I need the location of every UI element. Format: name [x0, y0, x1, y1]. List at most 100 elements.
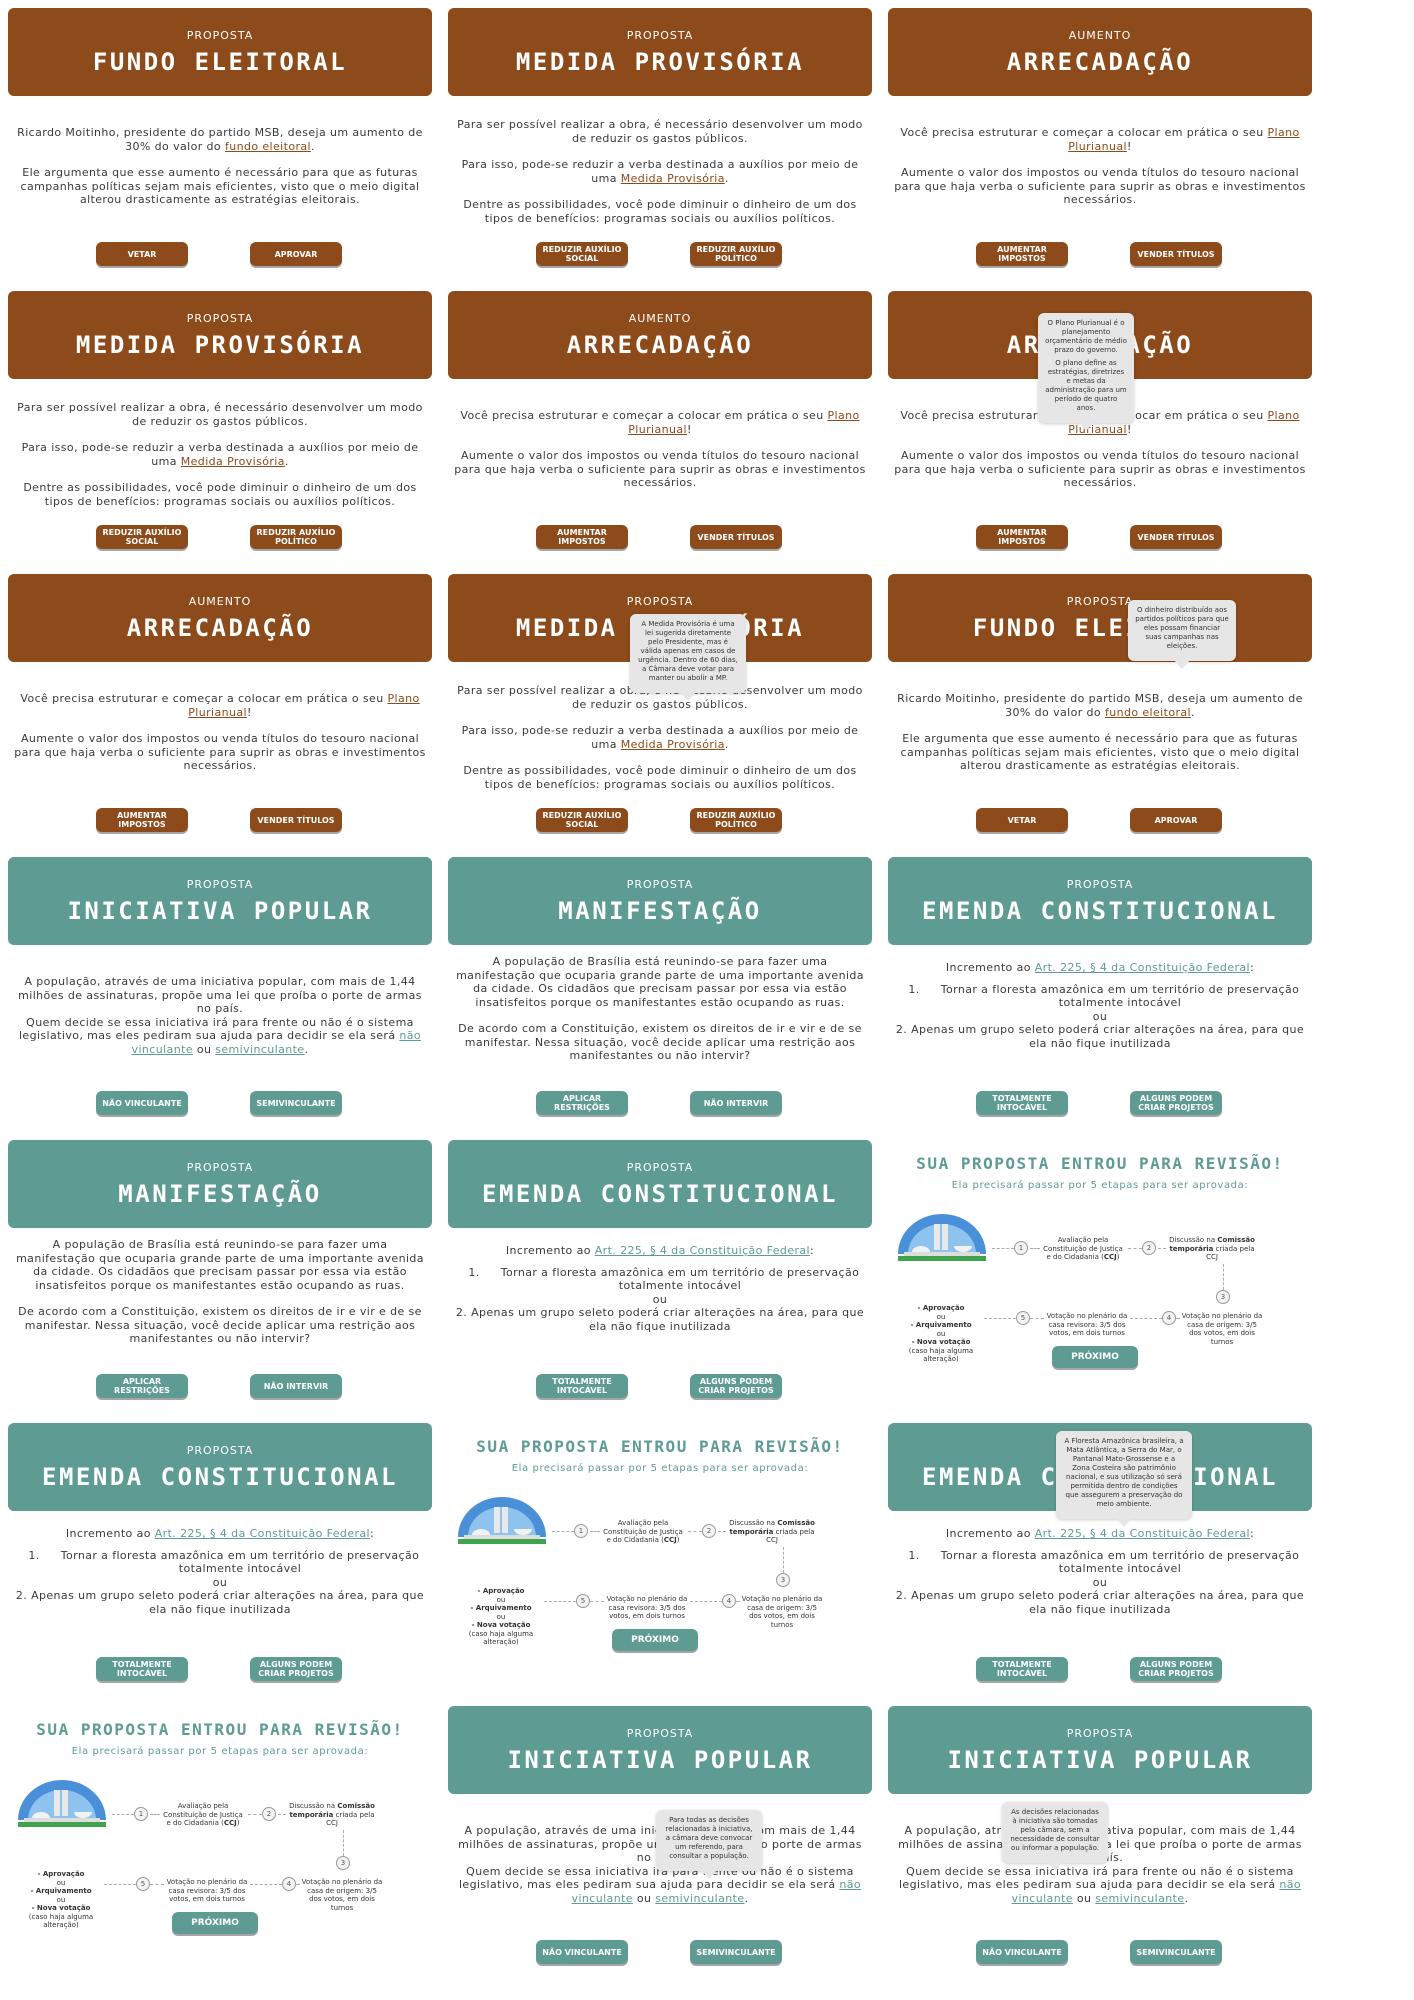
semivinculante-button[interactable]: SEMIVINCULANTE — [250, 1091, 342, 1115]
card-medida-provisoria: PROPOSTA MEDIDA PROVISÓRIA Para ser poss… — [440, 0, 880, 283]
link-semivinculante[interactable]: semivinculante — [215, 1042, 305, 1056]
link-medida-provisoria[interactable]: Medida Provisória — [620, 737, 725, 751]
art-225-tooltip: A Floresta Amazônica brasileira, a Mata … — [1056, 1431, 1192, 1527]
step-5-outcomes: - Aprovação ou - Arquivamento ou - Nova vota… — [28, 1870, 94, 1929]
reduzir-auxilio-politico-button[interactable]: REDUZIR AUXÍLIO POLÍTICO — [250, 525, 342, 549]
header-kicker: PROPOSTA — [626, 29, 694, 42]
card-header: AUMENTO ARRECADAÇÃO — [888, 8, 1312, 96]
screens-grid: PROPOSTA FUNDO ELEITORAL Ricardo Moitinh… — [0, 0, 1320, 1981]
vetar-button[interactable]: VETAR — [96, 242, 188, 266]
aplicar-restricoes-button[interactable]: APLICAR RESTRIÇÕES — [96, 1374, 188, 1398]
link-medida-provisoria[interactable]: Medida Provisória — [620, 171, 725, 185]
paragraph: De acordo com a Constituição, existem os… — [458, 1022, 862, 1062]
step-1-marker: 1 — [574, 1524, 588, 1538]
paragraph: Incremento ao Art. 225, § 4 da Constitui… — [945, 1527, 1255, 1540]
link-plano-plurianual[interactable]: Plano Plurianual — [1068, 126, 1300, 153]
step-5-marker: 5 — [136, 1877, 150, 1891]
proximo-button[interactable]: PRÓXIMO — [1052, 1346, 1138, 1368]
link-art-225[interactable]: Art. 225, § 4 da Constituição Federal — [154, 1527, 371, 1540]
proximo-button[interactable]: PRÓXIMO — [172, 1912, 258, 1934]
paragraph: Você precisa estruturar e começar a colo… — [20, 692, 420, 719]
link-fundo-eleitoral[interactable]: fundo eleitoral — [224, 139, 311, 153]
vender-titulos-button[interactable]: VENDER TÍTULOS — [1130, 242, 1222, 266]
header-kicker: AUMENTO — [628, 312, 692, 325]
nao-intervir-button[interactable]: NÃO INTERVIR — [690, 1091, 782, 1115]
alguns-podem-criar-projetos-button[interactable]: ALGUNS PODEM CRIAR PROJETOS — [1130, 1657, 1222, 1681]
card-header: PROPOSTA MEDIDA PROVISÓRIA — [8, 291, 432, 379]
aumentar-impostos-button[interactable]: AUMENTAR IMPOSTOS — [976, 525, 1068, 549]
vender-titulos-button[interactable]: VENDER TÍTULOS — [1130, 525, 1222, 549]
totalmente-intocavel-button[interactable]: TOTALMENTE INTOCÁVEL — [976, 1657, 1068, 1681]
link-nao-vinculante[interactable]: não vinculante — [1011, 1878, 1302, 1905]
reduzir-auxilio-politico-button[interactable]: REDUZIR AUXÍLIO POLÍTICO — [690, 242, 782, 266]
card-manifestacao: PROPOSTA MANIFESTAÇÃO A população de Bra… — [0, 1132, 440, 1415]
aplicar-restricoes-button[interactable]: APLICAR RESTRIÇÕES — [536, 1091, 628, 1115]
card-body: Para ser possível realizar a obra, é nec… — [454, 684, 866, 804]
header-title: ARRECADAÇÃO — [126, 614, 314, 642]
card-header: PROPOSTA FUNDO ELEITORAL — [8, 8, 432, 96]
aumentar-impostos-button[interactable]: AUMENTAR IMPOSTOS — [96, 808, 188, 832]
paragraph: Ele argumenta que esse aumento é necessá… — [20, 166, 420, 206]
paragraph: Dentre as possibilidades, você pode dimi… — [463, 198, 857, 225]
reduzir-auxilio-social-button[interactable]: REDUZIR AUXÍLIO SOCIAL — [536, 242, 628, 266]
vender-titulos-button[interactable]: VENDER TÍTULOS — [690, 525, 782, 549]
link-fundo-eleitoral[interactable]: fundo eleitoral — [1104, 705, 1191, 719]
header-kicker: PROPOSTA — [1066, 1727, 1134, 1740]
card-revisao: SUA PROPOSTA ENTROU PARA REVISÃO! Ela pr… — [880, 1132, 1320, 1415]
header-title: INICIATIVA POPULAR — [507, 1746, 813, 1774]
link-semivinculante[interactable]: semivinculante — [655, 1891, 745, 1905]
header-kicker: PROPOSTA — [186, 1444, 254, 1457]
aprovar-button[interactable]: APROVAR — [250, 242, 342, 266]
aumentar-impostos-button[interactable]: AUMENTAR IMPOSTOS — [976, 242, 1068, 266]
link-plano-plurianual[interactable]: Plano Plurianual — [628, 409, 860, 436]
semivinculante-button[interactable]: SEMIVINCULANTE — [690, 1940, 782, 1964]
step-5-marker: 5 — [576, 1594, 590, 1608]
card-body: Ricardo Moitinho, presidente do partido … — [14, 126, 426, 220]
aumentar-impostos-button[interactable]: AUMENTAR IMPOSTOS — [536, 525, 628, 549]
link-semivinculante[interactable]: semivinculante — [1095, 1891, 1185, 1905]
header-kicker: PROPOSTA — [186, 1161, 254, 1174]
link-medida-provisoria[interactable]: Medida Provisória — [180, 454, 285, 468]
step-2-marker: 2 — [262, 1807, 276, 1821]
paragraph: Para ser possível realizar a obra, é nec… — [17, 401, 423, 428]
link-art-225[interactable]: Art. 225, § 4 da Constituição Federal — [594, 1244, 811, 1257]
link-art-225[interactable]: Art. 225, § 4 da Constituição Federal — [1034, 1527, 1251, 1540]
reduzir-auxilio-politico-button[interactable]: REDUZIR AUXÍLIO POLÍTICO — [690, 808, 782, 832]
paragraph: De acordo com a Constituição, existem os… — [18, 1305, 422, 1345]
totalmente-intocavel-button[interactable]: TOTALMENTE INTOCÁVEL — [96, 1657, 188, 1681]
alguns-podem-criar-projetos-button[interactable]: ALGUNS PODEM CRIAR PROJETOS — [250, 1657, 342, 1681]
proximo-button[interactable]: PRÓXIMO — [612, 1629, 698, 1651]
paragraph: Incremento ao Art. 225, § 4 da Constitui… — [505, 1244, 815, 1257]
vetar-button[interactable]: VETAR — [976, 808, 1068, 832]
header-title: MEDIDA PROVISÓRIA — [515, 48, 805, 76]
paragraph: A população de Brasília está reunindo-se… — [456, 955, 864, 1009]
alguns-podem-criar-projetos-button[interactable]: ALGUNS PODEM CRIAR PROJETOS — [1130, 1091, 1222, 1115]
paragraph: Aumente o valor dos impostos ou venda tí… — [894, 166, 1306, 206]
nao-vinculante-button[interactable]: NÃO VINCULANTE — [976, 1940, 1068, 1964]
nao-vinculante-button[interactable]: NÃO VINCULANTE — [96, 1091, 188, 1115]
totalmente-intocavel-button[interactable]: TOTALMENTE INTOCÁVEL — [976, 1091, 1068, 1115]
reduzir-auxilio-social-button[interactable]: REDUZIR AUXÍLIO SOCIAL — [96, 525, 188, 549]
header-kicker: PROPOSTA — [626, 595, 694, 608]
link-nao-vinculante[interactable]: não vinculante — [571, 1878, 862, 1905]
step-2-text: Discussão na Comissão temporária criada … — [729, 1519, 815, 1544]
vender-titulos-button[interactable]: VENDER TÍTULOS — [250, 808, 342, 832]
card-header: PROPOSTA MEDIDA PROVISÓRIA — [448, 8, 872, 96]
link-nao-vinculante[interactable]: não vinculante — [131, 1029, 422, 1056]
link-art-225[interactable]: Art. 225, § 4 da Constituição Federal — [1034, 961, 1251, 974]
reduzir-auxilio-social-button[interactable]: REDUZIR AUXÍLIO SOCIAL — [536, 808, 628, 832]
card-arrecadacao-tooltip: AUMENTO ARRECADAÇÃO O Plano Plurianual é… — [880, 283, 1320, 566]
list-item: 1. Tornar a floresta amazônica em um terr… — [908, 1548, 1300, 1576]
card-body: Incremento ao Art. 225, § 4 da Constitui… — [895, 1527, 1305, 1616]
totalmente-intocavel-button[interactable]: TOTALMENTE INTOCÁVEL — [536, 1374, 628, 1398]
nao-vinculante-button[interactable]: NÃO VINCULANTE — [536, 1940, 628, 1964]
semivinculante-button[interactable]: SEMIVINCULANTE — [1130, 1940, 1222, 1964]
alguns-podem-criar-projetos-button[interactable]: ALGUNS PODEM CRIAR PROJETOS — [690, 1374, 782, 1398]
step-4-marker: 4 — [282, 1877, 296, 1891]
card-header: PROPOSTA FUNDO ELEITORAL — [888, 574, 1312, 662]
step-3-text: Votação no plenário da casa de origem: 3… — [741, 1595, 823, 1629]
card-iniciativa-popular-tooltip: PROPOSTA INICIATIVA POPULAR Para todas a… — [440, 1698, 880, 1981]
aprovar-button[interactable]: APROVAR — [1130, 808, 1222, 832]
nao-intervir-button[interactable]: NÃO INTERVIR — [250, 1374, 342, 1398]
link-plano-plurianual[interactable]: Plano Plurianual — [188, 692, 420, 719]
